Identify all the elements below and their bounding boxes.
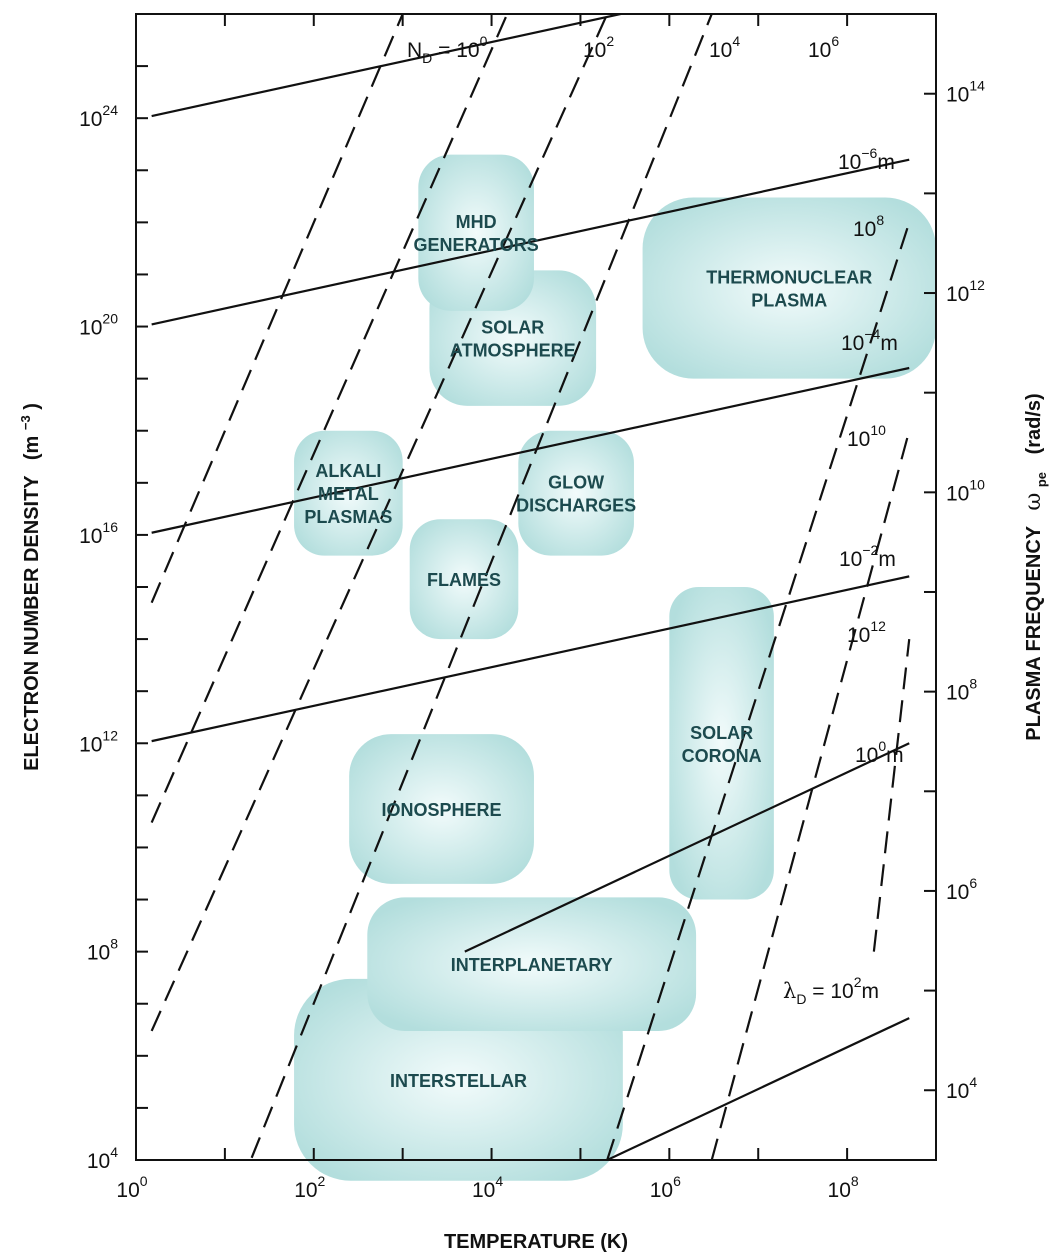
debye-length-line: [464, 742, 910, 953]
debye-number-label: 104: [709, 33, 740, 62]
left-y-tick-label: 1020: [79, 311, 118, 340]
debye-number-label: 1010: [847, 422, 886, 451]
region-alkali-metal-plasmas: [294, 430, 403, 556]
region-label-ionosphere: IONOSPHERE: [382, 800, 502, 820]
left-y-tick-label: 1016: [79, 519, 118, 548]
x-tick-label: 104: [472, 1173, 503, 1202]
region-solar-corona: [669, 587, 774, 900]
x-axis-title: TEMPERATURE (K): [444, 1231, 628, 1253]
left-y-tick-label: 1024: [79, 102, 118, 131]
debye-number-line: [150, 14, 609, 1032]
debye-length-line: [606, 1017, 910, 1160]
right-y-tick-label: 1012: [946, 277, 985, 306]
region-label-flames: FLAMES: [427, 570, 501, 590]
left-y-axis-unit-exp: −3: [18, 415, 33, 430]
right-y-tick-label: 108: [946, 676, 977, 705]
region-ionosphere: [349, 734, 534, 884]
right-y-tick-label: 1014: [946, 78, 985, 107]
x-tick-label: 108: [828, 1173, 859, 1202]
region-label-alkali-metal-plasmas: ALKALI METAL PLASMAS: [304, 461, 392, 527]
debye-length-label: λD = 102m: [783, 974, 879, 1007]
debye-length-label: 10−2m: [839, 542, 896, 571]
right-y-tick-label: 1010: [946, 476, 985, 505]
left-y-tick-label: 108: [87, 936, 118, 965]
debye-number-label: 102: [583, 33, 614, 62]
left-y-axis-title: ELECTRON NUMBER DENSITY (m −3 ): [13, 403, 43, 771]
region-label-glow-discharges: GLOW DISCHARGES: [516, 473, 636, 516]
region-label-solar-atmosphere: SOLAR ATMOSPHERE: [450, 318, 576, 361]
debye-number-label: 108: [853, 212, 884, 241]
debye-number-label: ND = 100: [407, 33, 488, 66]
x-tick-label: 100: [116, 1173, 147, 1202]
region-glow-discharges: [518, 430, 634, 556]
debye-number-line: [150, 14, 509, 824]
region-thermonuclear-plasma: [642, 197, 936, 379]
debye-length-line: [151, 366, 910, 534]
region-label-solar-corona: SOLAR CORONA: [682, 723, 762, 766]
right-y-axis-symbol-sub: pe: [1034, 472, 1049, 487]
right-y-axis-label: PLASMA FREQUENCY: [1023, 525, 1045, 740]
parameter-lines: [150, 14, 911, 1160]
right-y-tick-label: 104: [946, 1074, 977, 1103]
line-labels: λD = 102m 100m 10−2m 10−4m 10−6m ND = 100 102 1…: [407, 33, 904, 1007]
left-y-tick-label: 1012: [79, 727, 118, 756]
plasma-regions: [294, 154, 936, 1181]
debye-number-line: [710, 430, 911, 1160]
region-label-interplanetary: INTERPLANETARY: [451, 955, 613, 975]
left-y-axis-label: ELECTRON NUMBER DENSITY: [21, 475, 43, 771]
region-mhd-generators: [418, 154, 534, 311]
debye-number-line: [150, 14, 404, 604]
x-tick-label: 102: [294, 1173, 325, 1202]
debye-number-line: [872, 638, 911, 952]
debye-number-line: [250, 14, 713, 1159]
right-y-tick-label: 106: [946, 875, 977, 904]
debye-length-line: [151, 575, 910, 743]
right-y-axis-symbol: ω: [1021, 493, 1046, 511]
region-flames: [409, 519, 519, 640]
debye-length-label: 100m: [855, 738, 904, 767]
region-label-mhd-generators: MHD GENERATORS: [413, 212, 538, 255]
debye-number-label: 1012: [847, 618, 886, 647]
debye-length-label: 10−4m: [841, 326, 898, 355]
right-y-axis-unit: (rad/s): [1023, 393, 1045, 454]
left-y-axis-unit-close: ): [21, 403, 43, 410]
right-y-axis-title: PLASMA FREQUENCY ω pe (rad/s): [1021, 393, 1049, 740]
left-y-axis-unit: (m: [21, 436, 43, 460]
debye-length-line: [151, 158, 910, 326]
region-label-interstellar: INTERSTELLAR: [390, 1071, 527, 1091]
left-y-tick-label: 104: [87, 1144, 118, 1173]
axis-tick-labels: 100 102 104 106 108 104 108 1012 1016 1020 1024 104…: [79, 78, 985, 1202]
debye-number-label: 106: [808, 33, 839, 62]
x-tick-label: 106: [650, 1173, 681, 1202]
region-label-thermonuclear-plasma: THERMONUCLEAR PLASMA: [706, 268, 872, 311]
debye-length-label: 10−6m: [838, 145, 895, 174]
axis-ticks: [136, 14, 936, 1160]
region-interplanetary: [367, 897, 697, 1031]
region-labels: INTERSTELLAR INTERPLANETARY IONOSPHERE SOLA…: [304, 212, 872, 1091]
